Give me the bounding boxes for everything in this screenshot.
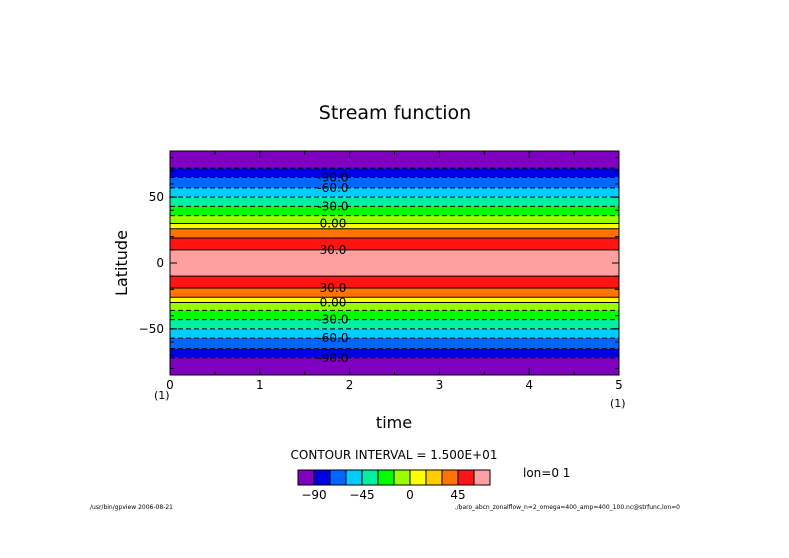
color-bands xyxy=(170,151,619,375)
x-tick-label-1: 1 xyxy=(256,378,264,392)
x-tick-label-4: 4 xyxy=(525,378,533,392)
colorbar-swatch-1 xyxy=(313,469,331,486)
colorbar-swatch-6 xyxy=(393,469,411,486)
band-11 xyxy=(170,276,619,289)
band-17 xyxy=(170,328,619,339)
y-tick-label-1: 0 xyxy=(156,256,164,270)
contour-label-11: 30.0 xyxy=(320,281,347,295)
colorbar-tick-2: 0 xyxy=(406,488,414,502)
colorbar-swatch-8 xyxy=(425,469,443,486)
band-12 xyxy=(170,288,619,298)
colorbar-swatch-7 xyxy=(409,469,427,486)
colorbar-tick-1: −45 xyxy=(349,488,374,502)
band-14 xyxy=(170,302,619,311)
colorbar-tick-0: −90 xyxy=(301,488,326,502)
contour-label-13: 0.00 xyxy=(320,296,347,310)
colorbar-swatch-5 xyxy=(377,469,395,486)
colorbar-swatch-10 xyxy=(457,469,475,486)
contour-interval-text: CONTOUR INTERVAL = 1.500E+01 xyxy=(291,448,498,462)
contour-lines xyxy=(170,167,619,359)
band-20 xyxy=(170,357,619,375)
band-9 xyxy=(170,237,619,250)
y-tick-label-2: −50 xyxy=(139,322,164,336)
x-axis-label: time xyxy=(376,413,412,432)
band-18 xyxy=(170,338,619,349)
colorbar-swatch-11 xyxy=(473,469,491,486)
band-15 xyxy=(170,310,619,320)
band-3 xyxy=(170,187,619,198)
colorbar-swatch-2 xyxy=(329,469,347,486)
colorbar xyxy=(297,469,491,486)
colorbar-swatch-4 xyxy=(361,469,379,486)
x-tick-label-5: 5 xyxy=(615,378,623,392)
band-6 xyxy=(170,215,619,224)
band-8 xyxy=(170,228,619,238)
x-axis-ticks: 0 1 2 3 4 5 xyxy=(166,151,623,392)
x-tick-label-3: 3 xyxy=(436,378,444,392)
band-7 xyxy=(170,223,619,229)
x-scale-left: (1) xyxy=(154,389,170,402)
colorbar-swatch-9 xyxy=(441,469,459,486)
contour-label-1: -90.0 xyxy=(317,170,348,184)
colorbar-ticks: −90 −45 0 45 xyxy=(301,488,465,502)
band-5 xyxy=(170,206,619,216)
band-0 xyxy=(170,151,619,169)
band-19 xyxy=(170,348,619,358)
contour-label-6: 0.00 xyxy=(320,216,347,230)
band-10 xyxy=(170,249,619,277)
colorbar-swatch-3 xyxy=(345,469,363,486)
lon-label: lon=0 1 xyxy=(523,466,570,480)
contour-label-2: -60.0 xyxy=(317,181,348,195)
x-tick-label-0: 0 xyxy=(166,378,174,392)
x-scale-right: (1) xyxy=(610,397,626,410)
y-axis-ticks: 50 0 −50 xyxy=(139,157,619,369)
band-2 xyxy=(170,177,619,188)
colorbar-swatch-0 xyxy=(297,469,315,486)
band-13 xyxy=(170,297,619,303)
colorbar-tick-3: 45 xyxy=(450,488,465,502)
contour-label-17: -60.0 xyxy=(317,331,348,345)
band-1 xyxy=(170,168,619,178)
contour-labels: -90.0-60.0-30.00.0030.030.00.00-30.0-60.… xyxy=(317,170,348,365)
contour-label-19: -90.0 xyxy=(317,351,348,365)
contour-label-9: 30.0 xyxy=(320,243,347,257)
contour-label-4: -30.0 xyxy=(317,199,348,213)
contour-label-15: -30.0 xyxy=(317,313,348,327)
x-tick-label-2: 2 xyxy=(346,378,354,392)
y-axis-label: Latitude xyxy=(112,230,131,296)
footer-left: /usr/bin/gpview 2006-08-21 xyxy=(90,504,173,511)
footer-right: ./baro_abcn_zonalflow_n=2_omega=400_amp=… xyxy=(455,504,680,511)
chart-title: Stream function xyxy=(319,102,471,124)
band-16 xyxy=(170,319,619,329)
y-tick-label-0: 50 xyxy=(149,190,164,204)
band-4 xyxy=(170,197,619,207)
